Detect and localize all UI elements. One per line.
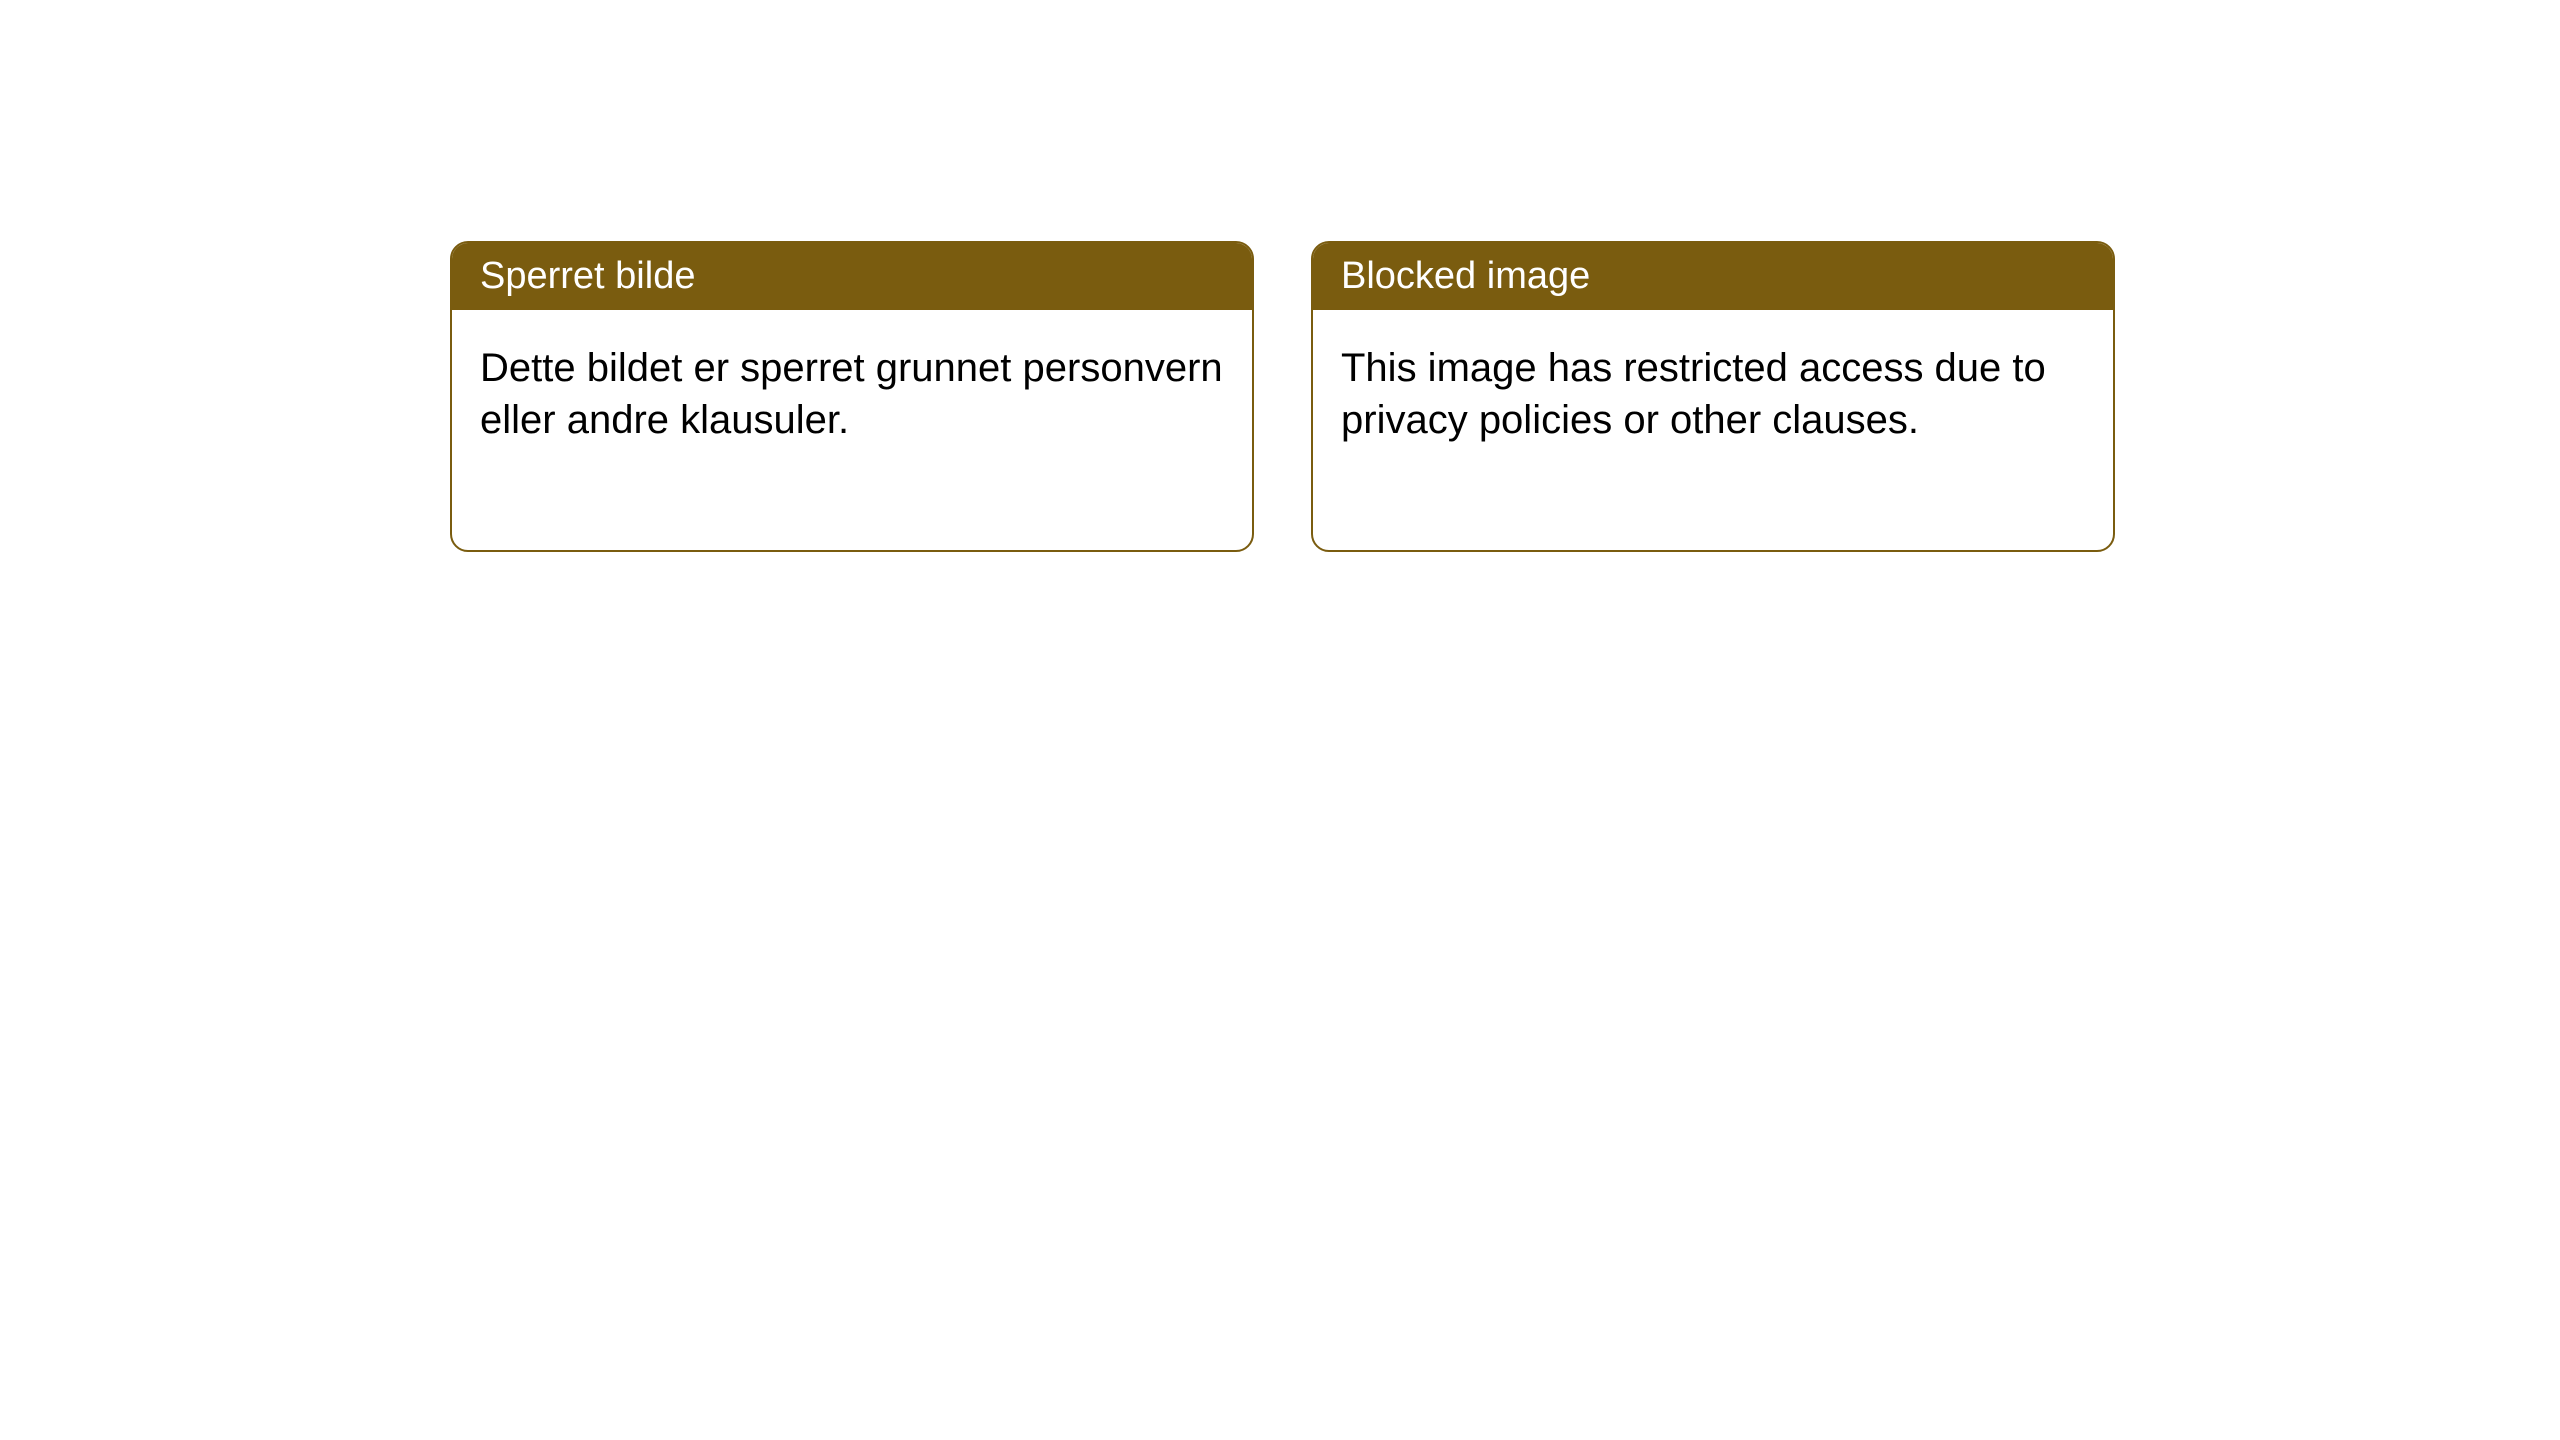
notice-card-norwegian: Sperret bilde Dette bildet er sperret gr…: [450, 241, 1254, 552]
notice-card-header: Sperret bilde: [452, 243, 1252, 310]
notice-card-body-text: Dette bildet er sperret grunnet personve…: [480, 346, 1223, 442]
notice-card-title: Blocked image: [1341, 255, 1590, 297]
notice-card-body: Dette bildet er sperret grunnet personve…: [452, 310, 1252, 550]
notice-card-body-text: This image has restricted access due to …: [1341, 346, 2046, 442]
notice-card-header: Blocked image: [1313, 243, 2113, 310]
notice-cards-container: Sperret bilde Dette bildet er sperret gr…: [450, 241, 2115, 552]
notice-card-title: Sperret bilde: [480, 255, 695, 297]
notice-card-body: This image has restricted access due to …: [1313, 310, 2113, 550]
notice-card-english: Blocked image This image has restricted …: [1311, 241, 2115, 552]
